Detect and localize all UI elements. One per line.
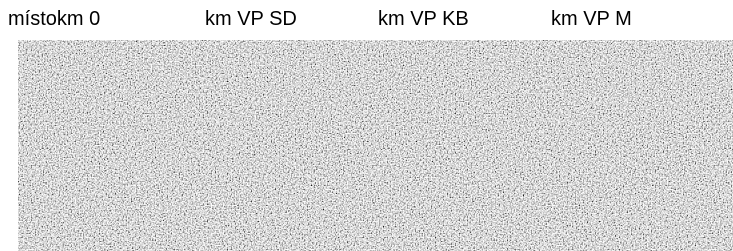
column-header: místokm 0 (8, 7, 100, 31)
column-header: km VP SD (205, 7, 297, 31)
noise-image (18, 40, 733, 251)
column-header: km VP M (551, 7, 632, 31)
column-header: km VP KB (378, 7, 469, 31)
noise-pattern (18, 40, 733, 251)
screenshot: místokm 0 km VP SD km VP KB km VP M (0, 0, 733, 251)
